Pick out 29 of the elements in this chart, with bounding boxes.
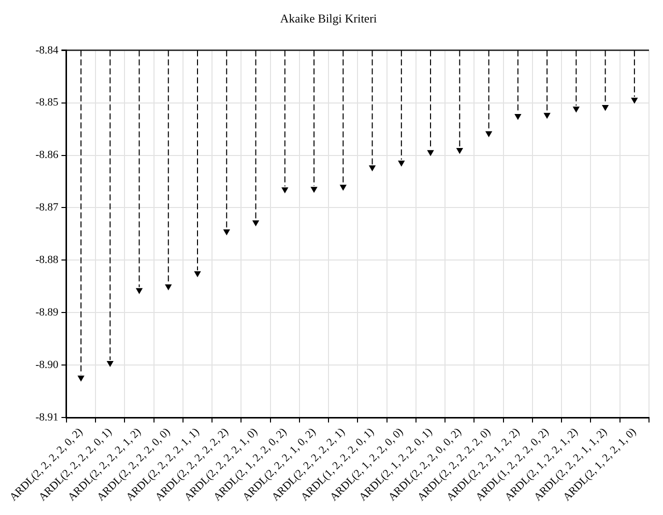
chart-title: Akaike Bilgi Kriteri: [280, 11, 378, 26]
point: [573, 106, 580, 112]
y-tick-label: -8.91: [35, 411, 58, 424]
point: [514, 114, 522, 120]
point: [78, 376, 84, 382]
point: [398, 160, 404, 166]
point: [194, 271, 201, 277]
y-tick-label: -8.87: [35, 202, 59, 214]
point: [544, 112, 550, 118]
point: [631, 98, 638, 104]
y-tick-label: -8.88: [35, 254, 59, 266]
point: [340, 184, 346, 190]
point: [427, 150, 434, 156]
point: [136, 288, 142, 294]
y-tick-label: -8.85: [35, 96, 59, 109]
point: [486, 131, 492, 137]
y-tick-label: -8.90: [35, 358, 59, 371]
point: [282, 187, 288, 193]
y-tick-label: -8.86: [35, 149, 59, 162]
point: [252, 220, 259, 226]
point: [165, 284, 172, 290]
point: [107, 360, 114, 366]
point: [456, 148, 463, 154]
point: [224, 229, 230, 235]
point: [310, 186, 318, 192]
point: [369, 165, 376, 171]
y-tick-label: -8.84: [35, 44, 59, 56]
y-tick-label: -8.89: [35, 306, 59, 319]
point: [602, 105, 608, 111]
